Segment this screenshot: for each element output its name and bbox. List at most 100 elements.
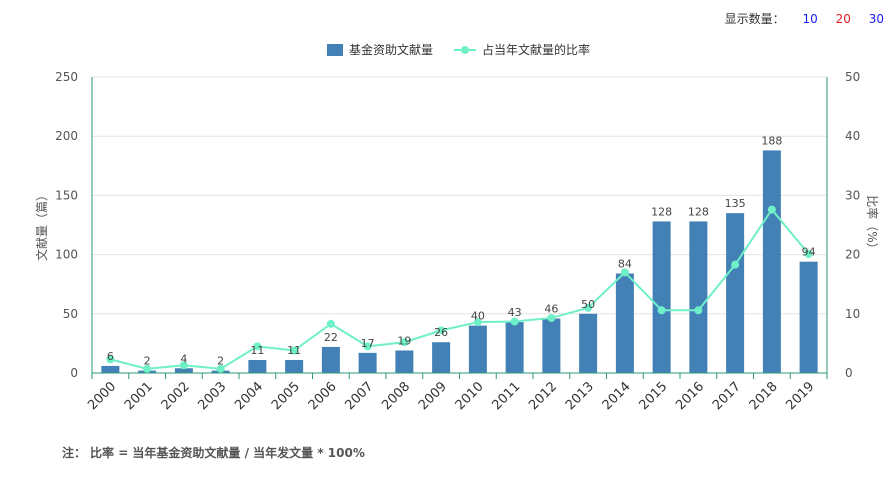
display-option-30[interactable]: 30 [868, 12, 884, 26]
ratio-point [437, 326, 446, 335]
x-tick-label: 2011 [489, 379, 523, 413]
ratio-point [804, 250, 813, 259]
ratio-point [473, 318, 482, 327]
bar-value-label: 50 [581, 298, 595, 311]
display-option-10[interactable]: 10 [802, 12, 818, 26]
footnote-text: 比率 = 当年基金资助文献量 / 当年发文量 * 100% [90, 446, 365, 460]
display-option-20[interactable]: 20 [835, 12, 851, 26]
ratio-point [547, 313, 556, 322]
ratio-point [179, 361, 188, 370]
bar [579, 313, 598, 373]
x-tick-label: 2006 [306, 379, 340, 413]
bar [321, 346, 340, 373]
legend: 基金资助文献量 占当年文献量的比率 [327, 42, 590, 57]
y-right-tick-label: 40 [845, 129, 860, 143]
bar [762, 150, 781, 373]
bar-value-label: 84 [618, 258, 632, 271]
ratio-point [620, 268, 629, 277]
ratio-point [326, 319, 335, 328]
ratio-point [767, 205, 776, 214]
ratio-point [290, 346, 299, 355]
bar-value-label: 2 [217, 355, 224, 368]
ratio-point [657, 306, 666, 315]
bar-value-label: 2 [144, 355, 151, 368]
footnote: 注： 比率 = 当年基金资助文献量 / 当年发文量 * 100% [62, 444, 369, 461]
y-left-tick-label: 150 [55, 188, 78, 202]
x-tick-label: 2002 [159, 379, 193, 413]
x-tick-label: 2012 [526, 379, 560, 413]
bar [395, 350, 414, 373]
bar-series [101, 150, 818, 373]
ratio-point [584, 303, 593, 312]
x-tick-label: 2017 [710, 379, 744, 413]
x-tick-label: 2019 [783, 379, 817, 413]
ratio-point [106, 355, 115, 364]
y-right-tick-label: 20 [845, 248, 860, 262]
y-left-tick-label: 250 [55, 70, 78, 84]
legend-line-label: 占当年文献量的比率 [482, 42, 590, 57]
x-tick-label: 2015 [636, 379, 670, 413]
gridlines [92, 76, 827, 315]
y-left-axis-title: 文献量（篇） [34, 189, 49, 261]
bar [285, 359, 304, 373]
bar [248, 359, 267, 373]
bar-value-label: 128 [688, 205, 709, 218]
y-right-tick-label: 50 [845, 70, 860, 84]
x-tick-label: 2000 [85, 379, 119, 413]
y-right-axis-title: 比率（%） [865, 195, 880, 254]
bar-value-label: 19 [397, 335, 411, 348]
bar [689, 221, 708, 373]
legend-bar-swatch [327, 44, 343, 56]
bar [505, 322, 524, 373]
bar-value-label: 6 [107, 350, 114, 363]
display-count-controls: 显示数量： 10 20 30 [725, 10, 884, 27]
bar-value-label: 22 [324, 331, 338, 344]
ratio-line [110, 207, 810, 370]
bar-value-label: 43 [508, 306, 522, 319]
x-tick-label: 2005 [269, 379, 303, 413]
x-tick-label: 2009 [416, 379, 450, 413]
bar [652, 221, 671, 373]
ratio-point [216, 364, 225, 373]
x-tick-label: 2004 [232, 379, 266, 413]
y-left-tick-label: 50 [63, 307, 78, 321]
x-tick-label: 2001 [122, 379, 156, 413]
bar-value-label: 17 [361, 337, 375, 350]
y-left-tick-label: 200 [55, 129, 78, 143]
bar [726, 213, 745, 373]
ratio-point [400, 338, 409, 347]
bar-value-label: 4 [180, 352, 187, 365]
bar-value-label: 94 [802, 246, 816, 259]
bar [432, 342, 451, 373]
legend-bar-label: 基金资助文献量 [349, 42, 433, 57]
y-left-tick-label: 0 [70, 366, 78, 380]
x-tick-label: 2016 [673, 379, 707, 413]
bar-value-label: 11 [250, 344, 264, 357]
bar [468, 325, 487, 373]
ratio-point [694, 306, 703, 315]
x-tick-label: 2013 [563, 379, 597, 413]
y-right-tick-label: 30 [845, 188, 860, 202]
ratio-point [510, 317, 519, 326]
bar-value-label: 128 [651, 205, 672, 218]
line-series [106, 205, 813, 373]
bar [101, 365, 120, 373]
footnote-prefix: 注： [62, 446, 87, 460]
bar-value-label: 188 [761, 134, 782, 147]
bar-value-label: 46 [544, 303, 558, 316]
bar-value-label: 135 [725, 197, 746, 210]
x-tick-label: 2014 [600, 379, 634, 413]
bar [542, 318, 561, 373]
x-tick-label: 2010 [453, 379, 487, 413]
x-tick-label: 2003 [195, 379, 229, 413]
y-right-tick-label: 0 [845, 366, 853, 380]
bar-value-label: 26 [434, 326, 448, 339]
bar [615, 273, 634, 373]
ratio-point [253, 342, 262, 351]
x-tick-label: 2008 [379, 379, 413, 413]
data-labels: 6 2 4 2 11 11 22 17 19 26 40 43 46 50 84 128 128 135 188 94 [107, 134, 816, 367]
x-tick-label: 2007 [342, 379, 376, 413]
display-count-label: 显示数量： [724, 12, 785, 26]
